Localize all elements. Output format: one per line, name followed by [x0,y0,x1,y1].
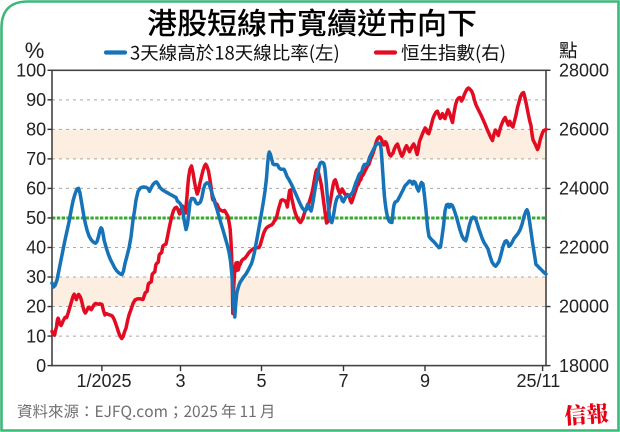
svg-text:5: 5 [256,371,266,391]
svg-text:30: 30 [26,267,46,287]
svg-text:20000: 20000 [559,297,609,317]
svg-text:80: 80 [26,120,46,140]
svg-text:1/2025: 1/2025 [76,371,131,391]
svg-text:25/11: 25/11 [517,371,561,391]
svg-text:3: 3 [175,371,185,391]
svg-text:9: 9 [420,371,430,391]
svg-text:18000: 18000 [559,356,609,376]
svg-text:3天線高於18天線比率(左): 3天線高於18天線比率(左) [130,39,340,65]
svg-text:%: % [25,38,45,63]
svg-text:24000: 24000 [559,179,609,199]
svg-text:信報: 信報 [563,397,609,431]
svg-text:20: 20 [26,297,46,317]
svg-text:70: 70 [26,149,46,169]
svg-text:40: 40 [26,238,46,258]
svg-text:50: 50 [26,208,46,228]
svg-text:港股短線市寬續逆市向下: 港股短線市寬續逆市向下 [147,0,477,43]
svg-text:點: 點 [559,37,578,63]
svg-text:7: 7 [338,371,348,391]
svg-text:26000: 26000 [559,120,609,140]
svg-text:22000: 22000 [559,238,609,258]
svg-text:資料來源：EJFQ.com；2025 年 11 月: 資料來源：EJFQ.com；2025 年 11 月 [17,400,275,422]
svg-text:恒生指數(右): 恒生指數(右) [401,39,506,65]
svg-text:90: 90 [26,90,46,110]
svg-text:60: 60 [26,179,46,199]
svg-text:28000: 28000 [559,61,609,81]
svg-text:100: 100 [16,61,46,81]
svg-text:0: 0 [36,356,46,376]
svg-text:10: 10 [26,326,46,346]
